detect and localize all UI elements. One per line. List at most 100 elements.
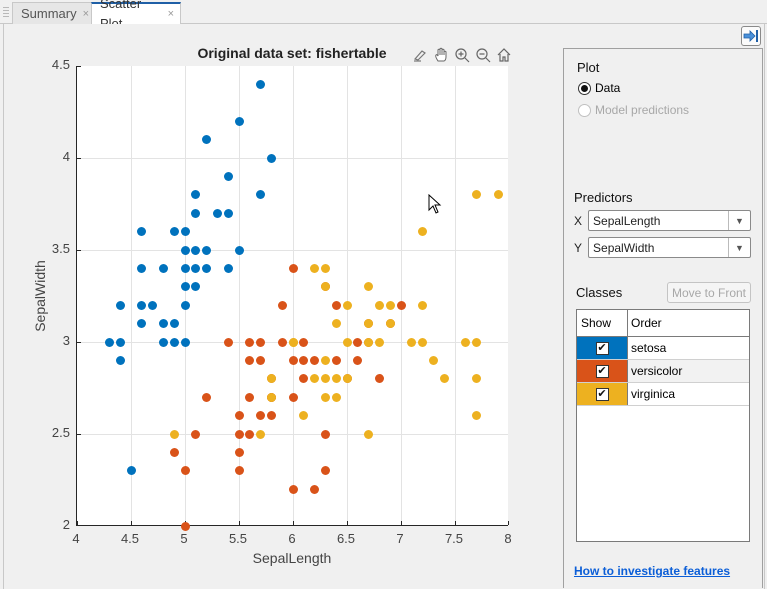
data-point-versicolor[interactable] xyxy=(374,374,384,384)
data-point-virginica[interactable] xyxy=(331,374,341,384)
data-point-versicolor[interactable] xyxy=(299,337,309,347)
data-point-versicolor[interactable] xyxy=(169,447,179,457)
data-point-setosa[interactable] xyxy=(115,300,125,310)
data-point-versicolor[interactable] xyxy=(245,429,255,439)
data-point-virginica[interactable] xyxy=(310,263,320,273)
radio-data[interactable]: Data xyxy=(578,81,620,95)
data-point-setosa[interactable] xyxy=(137,227,147,237)
data-point-virginica[interactable] xyxy=(169,429,179,439)
data-point-setosa[interactable] xyxy=(234,245,244,255)
data-point-setosa[interactable] xyxy=(191,282,201,292)
data-point-versicolor[interactable] xyxy=(234,429,244,439)
data-point-virginica[interactable] xyxy=(342,300,352,310)
data-point-virginica[interactable] xyxy=(320,374,330,384)
table-row-setosa[interactable]: ✔ setosa xyxy=(577,337,749,360)
data-point-virginica[interactable] xyxy=(288,337,298,347)
data-point-setosa[interactable] xyxy=(234,116,244,126)
data-point-versicolor[interactable] xyxy=(331,355,341,365)
column-header-show[interactable]: Show xyxy=(577,310,628,336)
data-point-setosa[interactable] xyxy=(180,227,190,237)
data-point-virginica[interactable] xyxy=(364,429,374,439)
data-point-setosa[interactable] xyxy=(202,135,212,145)
data-point-virginica[interactable] xyxy=(385,319,395,329)
collapse-panel-button[interactable] xyxy=(741,26,761,46)
data-point-versicolor[interactable] xyxy=(320,466,330,476)
data-point-setosa[interactable] xyxy=(180,300,190,310)
chevron-down-icon[interactable]: ▼ xyxy=(728,211,750,230)
data-point-virginica[interactable] xyxy=(385,300,395,310)
data-point-versicolor[interactable] xyxy=(191,429,201,439)
data-point-setosa[interactable] xyxy=(158,337,168,347)
data-point-setosa[interactable] xyxy=(180,245,190,255)
data-point-virginica[interactable] xyxy=(374,300,384,310)
data-point-versicolor[interactable] xyxy=(266,411,276,421)
data-point-virginica[interactable] xyxy=(266,374,276,384)
data-point-versicolor[interactable] xyxy=(320,429,330,439)
data-point-setosa[interactable] xyxy=(158,319,168,329)
data-point-versicolor[interactable] xyxy=(256,411,266,421)
show-checkbox[interactable]: ✔ xyxy=(595,341,609,355)
data-point-setosa[interactable] xyxy=(180,282,190,292)
data-point-virginica[interactable] xyxy=(364,337,374,347)
data-point-versicolor[interactable] xyxy=(396,300,406,310)
table-row-virginica[interactable]: ✔ virginica xyxy=(577,383,749,406)
pan-icon[interactable] xyxy=(431,45,451,65)
data-point-versicolor[interactable] xyxy=(245,392,255,402)
data-point-virginica[interactable] xyxy=(407,337,417,347)
data-point-setosa[interactable] xyxy=(180,263,190,273)
data-point-virginica[interactable] xyxy=(266,392,276,402)
data-point-setosa[interactable] xyxy=(148,300,158,310)
data-point-virginica[interactable] xyxy=(418,227,428,237)
data-point-virginica[interactable] xyxy=(256,429,266,439)
data-point-versicolor[interactable] xyxy=(180,466,190,476)
data-point-versicolor[interactable] xyxy=(288,392,298,402)
tab-grip-handle[interactable] xyxy=(3,7,9,18)
data-point-virginica[interactable] xyxy=(342,374,352,384)
data-point-versicolor[interactable] xyxy=(234,447,244,457)
data-point-versicolor[interactable] xyxy=(223,337,233,347)
data-point-versicolor[interactable] xyxy=(299,355,309,365)
column-header-order[interactable]: Order xyxy=(631,316,662,330)
data-point-setosa[interactable] xyxy=(212,208,222,218)
data-point-setosa[interactable] xyxy=(158,263,168,273)
data-point-setosa[interactable] xyxy=(180,337,190,347)
data-point-setosa[interactable] xyxy=(115,355,125,365)
chevron-down-icon[interactable]: ▼ xyxy=(728,238,750,257)
data-point-versicolor[interactable] xyxy=(245,337,255,347)
data-point-virginica[interactable] xyxy=(331,319,341,329)
data-point-setosa[interactable] xyxy=(223,171,233,181)
data-point-virginica[interactable] xyxy=(472,337,482,347)
data-point-versicolor[interactable] xyxy=(277,300,287,310)
zoom-out-icon[interactable] xyxy=(473,45,493,65)
data-point-virginica[interactable] xyxy=(439,374,449,384)
tab-scatter-plot[interactable]: Scatter Plot × xyxy=(91,0,181,31)
data-point-versicolor[interactable] xyxy=(234,411,244,421)
data-point-versicolor[interactable] xyxy=(288,263,298,273)
data-point-setosa[interactable] xyxy=(266,153,276,163)
data-point-setosa[interactable] xyxy=(137,300,147,310)
data-point-setosa[interactable] xyxy=(115,337,125,347)
data-point-setosa[interactable] xyxy=(169,337,179,347)
data-point-virginica[interactable] xyxy=(310,374,320,384)
data-point-setosa[interactable] xyxy=(191,190,201,200)
data-point-setosa[interactable] xyxy=(191,208,201,218)
data-point-versicolor[interactable] xyxy=(310,355,320,365)
data-point-versicolor[interactable] xyxy=(288,484,298,494)
show-checkbox[interactable]: ✔ xyxy=(595,387,609,401)
data-point-setosa[interactable] xyxy=(137,263,147,273)
data-point-versicolor[interactable] xyxy=(288,355,298,365)
data-point-virginica[interactable] xyxy=(461,337,471,347)
data-point-setosa[interactable] xyxy=(126,466,136,476)
data-point-versicolor[interactable] xyxy=(310,484,320,494)
data-point-virginica[interactable] xyxy=(472,374,482,384)
data-point-versicolor[interactable] xyxy=(331,300,341,310)
move-to-front-button[interactable]: Move to Front xyxy=(667,282,751,303)
data-point-versicolor[interactable] xyxy=(234,466,244,476)
data-point-setosa[interactable] xyxy=(223,208,233,218)
table-row-versicolor[interactable]: ✔ versicolor xyxy=(577,360,749,383)
data-point-virginica[interactable] xyxy=(320,355,330,365)
data-point-virginica[interactable] xyxy=(418,300,428,310)
data-point-virginica[interactable] xyxy=(299,411,309,421)
data-point-setosa[interactable] xyxy=(191,263,201,273)
data-point-versicolor[interactable] xyxy=(299,374,309,384)
